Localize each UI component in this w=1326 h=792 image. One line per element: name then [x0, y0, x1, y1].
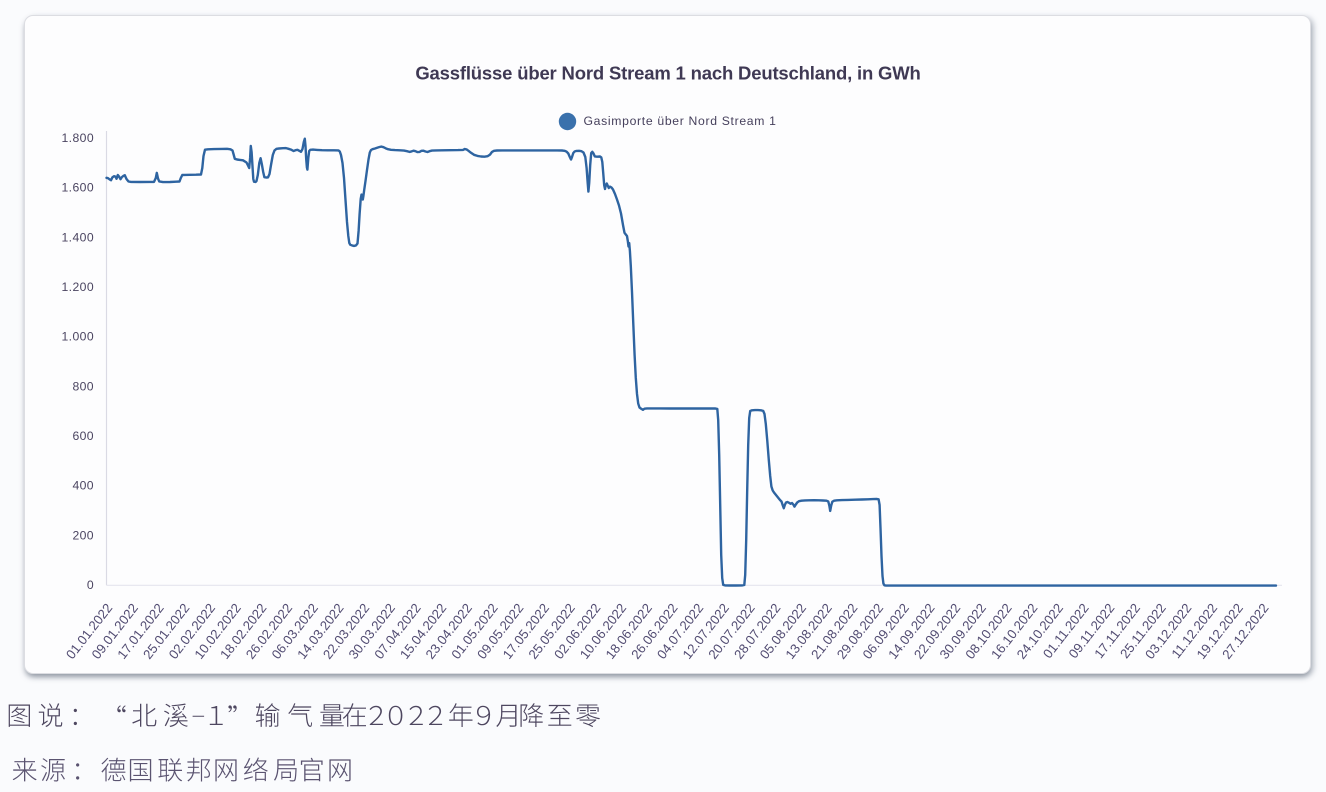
svg-text:1.800: 1.800 [62, 131, 95, 145]
svg-text:1.400: 1.400 [62, 230, 95, 244]
svg-text:800: 800 [72, 379, 94, 393]
svg-text:Gasimporte über Nord Stream 1: Gasimporte über Nord Stream 1 [584, 114, 777, 128]
svg-text:600: 600 [72, 429, 94, 443]
svg-text:1.000: 1.000 [62, 330, 95, 344]
svg-text:200: 200 [72, 528, 94, 542]
svg-text:Gassflüsse über Nord Stream 1: Gassflüsse über Nord Stream 1 nach Deuts… [415, 63, 920, 84]
svg-text:1.600: 1.600 [62, 181, 95, 195]
svg-text:0: 0 [87, 578, 94, 592]
svg-text:1.200: 1.200 [62, 280, 95, 294]
svg-text:400: 400 [72, 479, 94, 493]
